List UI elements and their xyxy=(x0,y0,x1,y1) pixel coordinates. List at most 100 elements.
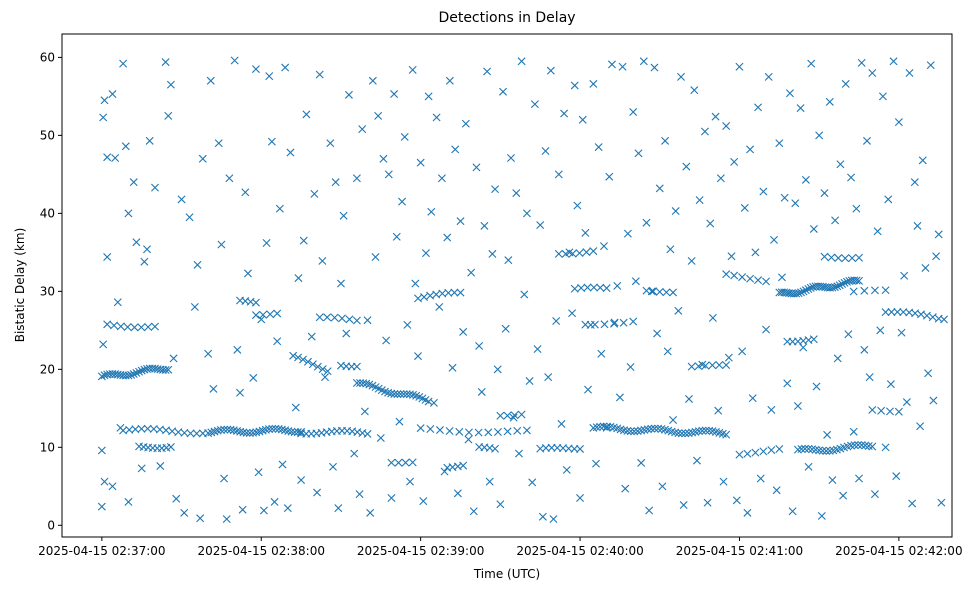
data-point xyxy=(770,235,778,244)
data-point xyxy=(876,326,885,335)
data-point xyxy=(857,58,866,67)
data-point xyxy=(828,283,837,292)
data-point xyxy=(838,280,847,288)
data-point xyxy=(97,446,106,455)
data-point xyxy=(411,279,420,288)
data-point xyxy=(855,474,864,483)
data-point xyxy=(868,442,877,451)
data-point xyxy=(419,497,428,506)
data-point xyxy=(886,407,894,416)
data-point xyxy=(251,298,260,307)
data-point xyxy=(226,425,235,434)
data-point xyxy=(303,357,312,366)
data-point xyxy=(894,407,903,416)
data-point xyxy=(788,507,797,516)
data-point xyxy=(277,425,286,434)
data-point xyxy=(804,284,813,293)
data-point xyxy=(464,428,473,437)
data-point xyxy=(840,278,849,287)
y-axis-label: Bistatic Delay (km) xyxy=(13,228,27,343)
data-point xyxy=(662,288,671,297)
data-point xyxy=(708,313,717,322)
data-point xyxy=(671,207,680,216)
data-point xyxy=(236,388,244,397)
data-point xyxy=(877,406,886,415)
data-point xyxy=(722,122,731,131)
data-point xyxy=(408,65,417,74)
data-point xyxy=(464,435,473,444)
data-point xyxy=(116,423,125,432)
data-point xyxy=(429,398,438,407)
data-point xyxy=(746,274,755,283)
data-point xyxy=(504,256,513,265)
data-point xyxy=(297,427,306,436)
data-point xyxy=(499,87,508,96)
data-point xyxy=(286,148,295,157)
data-point xyxy=(274,425,283,433)
data-point xyxy=(360,407,369,416)
data-point xyxy=(480,221,489,230)
data-point xyxy=(416,158,425,167)
y-tick-label: 0 xyxy=(47,518,55,532)
data-point xyxy=(137,366,146,375)
data-point xyxy=(694,427,703,436)
data-point xyxy=(266,310,275,319)
data-point xyxy=(121,142,130,151)
data-point xyxy=(355,490,364,499)
data-point xyxy=(554,249,563,258)
data-point xyxy=(180,508,189,517)
data-point xyxy=(291,403,300,412)
data-point xyxy=(538,512,547,521)
data-point xyxy=(108,482,117,491)
data-point xyxy=(589,283,598,292)
data-point xyxy=(932,252,941,261)
data-point xyxy=(653,329,662,338)
data-point xyxy=(894,118,903,127)
data-point xyxy=(929,396,938,405)
data-points xyxy=(97,56,949,524)
data-point xyxy=(602,423,611,432)
data-point xyxy=(130,323,139,332)
x-tick-label: 2025-04-15 02:37:00 xyxy=(38,544,165,558)
data-point xyxy=(881,443,890,452)
data-point xyxy=(849,287,858,296)
data-point xyxy=(257,315,266,324)
data-point xyxy=(631,277,640,286)
data-point xyxy=(836,160,845,169)
data-point xyxy=(424,92,433,101)
data-point xyxy=(132,368,141,377)
data-point xyxy=(220,425,229,434)
data-point xyxy=(893,307,902,316)
data-point xyxy=(127,370,136,379)
data-point xyxy=(100,96,109,105)
data-point xyxy=(562,465,571,474)
data-point xyxy=(119,59,128,68)
data-point xyxy=(363,429,372,438)
data-point xyxy=(97,372,106,381)
data-point xyxy=(690,86,699,95)
x-tick-label: 2025-04-15 02:38:00 xyxy=(198,544,325,558)
data-point xyxy=(687,362,696,371)
data-point xyxy=(681,429,690,438)
data-point xyxy=(396,390,405,399)
data-point xyxy=(852,276,861,285)
data-point xyxy=(113,298,122,307)
data-point xyxy=(700,127,709,136)
data-point xyxy=(650,63,659,72)
data-point xyxy=(854,440,863,449)
data-point xyxy=(818,446,827,455)
data-point xyxy=(467,268,476,277)
data-point xyxy=(223,425,232,434)
data-point xyxy=(456,288,465,297)
data-point xyxy=(743,449,752,458)
data-point xyxy=(390,389,399,398)
data-point xyxy=(339,211,348,220)
data-point xyxy=(273,337,282,346)
data-point xyxy=(254,468,263,477)
data-point xyxy=(392,232,401,241)
data-point xyxy=(647,287,656,296)
data-point xyxy=(206,76,215,85)
data-point xyxy=(503,411,512,420)
data-point xyxy=(281,426,290,435)
